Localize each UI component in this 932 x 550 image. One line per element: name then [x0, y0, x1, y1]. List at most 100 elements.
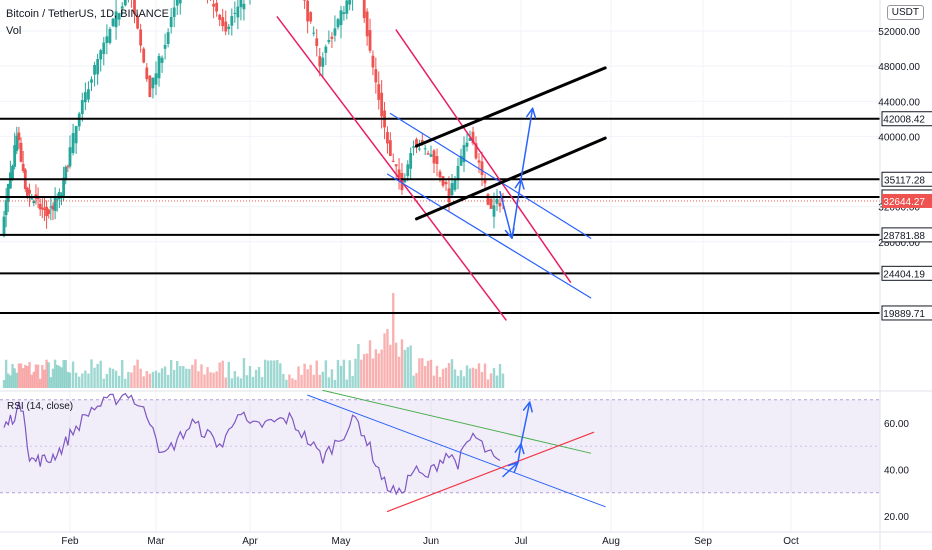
candle	[17, 126, 21, 150]
candle	[230, 8, 234, 36]
volume-bar	[172, 369, 176, 388]
volume-bar	[182, 366, 185, 388]
volume-bar	[212, 372, 215, 388]
candle-body	[221, 17, 225, 27]
candle-body	[371, 55, 375, 68]
candle	[90, 76, 93, 91]
candle-body	[377, 84, 381, 100]
volume-bar	[412, 375, 415, 388]
last-price-label: 32644.27	[883, 197, 925, 208]
currency-badge[interactable]: USDT	[886, 5, 924, 20]
candle-body	[30, 198, 34, 200]
rsi-tick-label: 20.00	[884, 512, 909, 523]
candle	[432, 148, 436, 173]
candle	[93, 61, 96, 87]
candle-body	[374, 69, 378, 83]
candle-body	[47, 209, 51, 215]
blue-channel-line[interactable]	[389, 112, 592, 239]
candle-body	[318, 56, 322, 67]
volume-bar	[336, 359, 340, 388]
candle	[120, 2, 124, 15]
candle	[456, 157, 460, 190]
candle-body	[175, 0, 179, 6]
candle	[66, 164, 70, 172]
volume-bar	[374, 349, 378, 388]
candle	[64, 165, 68, 185]
volume-bar	[145, 371, 148, 388]
price-pane[interactable]	[0, 0, 932, 532]
arrow-head	[504, 227, 515, 239]
candle	[215, 0, 219, 17]
volume-bar	[45, 359, 48, 388]
candle-body	[477, 160, 481, 163]
red-channel-line[interactable]	[276, 16, 507, 321]
rsi-projection-path[interactable]	[502, 401, 531, 478]
candle-body	[450, 183, 454, 196]
candle	[151, 77, 155, 99]
candle-body	[90, 79, 93, 83]
rsi-green-trendline[interactable]	[322, 389, 592, 454]
candle-body	[495, 198, 499, 204]
candle	[386, 126, 389, 154]
volume-bar	[418, 358, 421, 388]
rsi-red-trendline[interactable]	[386, 431, 595, 512]
black-channel-line[interactable]	[415, 66, 607, 148]
candle-body	[133, 0, 136, 14]
volume-label: Vol	[6, 25, 22, 37]
candle-body	[145, 67, 149, 80]
candle	[368, 18, 372, 54]
candle	[365, 8, 369, 46]
candle	[483, 173, 487, 189]
candle-body	[312, 32, 316, 34]
candle-body	[239, 0, 243, 8]
candle-body	[62, 177, 66, 197]
candle-body	[148, 75, 152, 98]
rsi-pane[interactable]	[0, 389, 880, 512]
level-price-label: 28781.88	[883, 231, 925, 242]
volume-bar	[447, 363, 451, 388]
candle-body	[324, 46, 328, 53]
candle-body	[489, 198, 493, 209]
candle-body	[432, 150, 436, 164]
candle-body	[420, 140, 424, 144]
volume-bar	[30, 374, 33, 388]
volume-bar	[233, 371, 237, 388]
volume-bar	[38, 378, 42, 388]
projection-path[interactable]	[499, 107, 534, 239]
volume-bar	[321, 371, 324, 388]
candle-body	[321, 57, 325, 67]
red-channel-line[interactable]	[395, 29, 572, 283]
blue-channel-line[interactable]	[386, 173, 592, 299]
candle-body	[38, 203, 42, 210]
candle	[374, 57, 378, 94]
candle-body	[365, 11, 369, 37]
candle-body	[391, 160, 395, 162]
black-channel-line[interactable]	[415, 136, 607, 221]
level-price-label: 35117.28	[884, 175, 925, 186]
level-price-label: 42008.42	[883, 115, 925, 126]
candle	[465, 132, 469, 152]
volume-bar	[333, 379, 337, 388]
candle	[309, 11, 313, 24]
volume-bar	[400, 339, 404, 388]
candle-body	[68, 147, 72, 167]
candle-body	[43, 208, 46, 210]
rsi-tick-label: 60.00	[884, 419, 909, 430]
candle-body	[108, 28, 112, 43]
candle-body	[105, 36, 109, 43]
candle	[53, 187, 57, 220]
candle-body	[394, 164, 398, 167]
candle-body	[406, 164, 410, 177]
volume-bar	[282, 373, 285, 388]
candle-body	[136, 15, 139, 29]
volume-bar	[236, 376, 240, 388]
volume-bar	[169, 360, 173, 388]
candle-body	[8, 172, 12, 189]
candle-body	[315, 38, 319, 47]
candle-body	[151, 77, 155, 89]
rsi-blue-trendline[interactable]	[307, 394, 606, 508]
volume-bar	[90, 359, 93, 388]
candle	[249, 0, 251, 5]
candle-body	[114, 11, 118, 28]
